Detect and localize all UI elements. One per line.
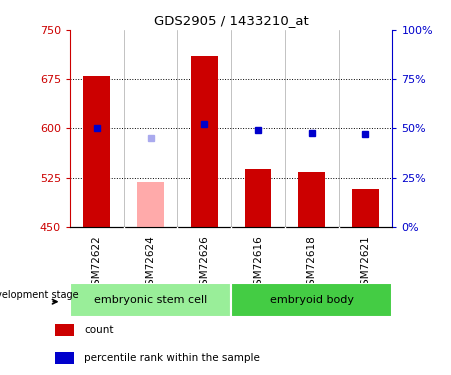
- Text: embryoid body: embryoid body: [270, 295, 354, 305]
- Bar: [70, 283, 231, 317]
- Text: GSM72626: GSM72626: [199, 236, 209, 292]
- Bar: [55, 352, 74, 364]
- Bar: [244, 169, 272, 227]
- Text: count: count: [84, 326, 113, 336]
- Bar: [137, 182, 164, 227]
- Title: GDS2905 / 1433210_at: GDS2905 / 1433210_at: [154, 15, 308, 27]
- Text: GSM72624: GSM72624: [146, 236, 156, 292]
- Bar: [352, 189, 379, 227]
- Text: embryonic stem cell: embryonic stem cell: [94, 295, 207, 305]
- Bar: [298, 172, 325, 227]
- Bar: [231, 283, 392, 317]
- Bar: [191, 56, 218, 227]
- Text: GSM72622: GSM72622: [92, 236, 102, 292]
- Bar: [55, 324, 74, 336]
- Text: GSM72618: GSM72618: [307, 236, 317, 292]
- Bar: [83, 76, 110, 227]
- Text: GSM72621: GSM72621: [360, 236, 371, 292]
- Text: development stage: development stage: [0, 290, 79, 300]
- Text: percentile rank within the sample: percentile rank within the sample: [84, 352, 260, 363]
- Text: GSM72616: GSM72616: [253, 236, 263, 292]
